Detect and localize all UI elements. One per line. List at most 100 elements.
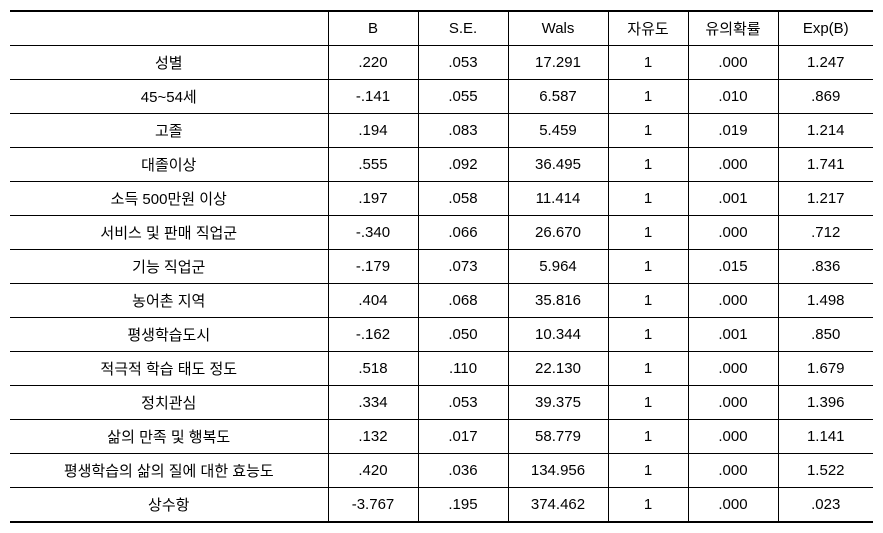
table-row: 평생학습도시-.162.05010.3441.001.850	[10, 318, 873, 352]
cell-b: .555	[328, 148, 418, 182]
cell-exp: 1.522	[778, 454, 873, 488]
cell-exp: 1.679	[778, 352, 873, 386]
table-row: 상수항-3.767.195374.4621.000.023	[10, 488, 873, 523]
cell-df: 1	[608, 250, 688, 284]
cell-exp: 1.217	[778, 182, 873, 216]
cell-sig: .000	[688, 386, 778, 420]
cell-b: .197	[328, 182, 418, 216]
cell-sig: .010	[688, 80, 778, 114]
table-row: 서비스 및 판매 직업군-.340.06626.6701.000.712	[10, 216, 873, 250]
cell-sig: .001	[688, 318, 778, 352]
cell-df: 1	[608, 148, 688, 182]
cell-se: .055	[418, 80, 508, 114]
cell-b: .404	[328, 284, 418, 318]
cell-label: 상수항	[10, 488, 328, 523]
table-row: 소득 500만원 이상.197.05811.4141.0011.217	[10, 182, 873, 216]
cell-exp: 1.498	[778, 284, 873, 318]
cell-sig: .000	[688, 454, 778, 488]
cell-exp: .850	[778, 318, 873, 352]
cell-wals: 17.291	[508, 46, 608, 80]
cell-label: 평생학습의 삶의 질에 대한 효능도	[10, 454, 328, 488]
cell-sig: .001	[688, 182, 778, 216]
cell-b: -.162	[328, 318, 418, 352]
cell-wals: 35.816	[508, 284, 608, 318]
cell-b: -3.767	[328, 488, 418, 523]
header-sig: 유의확률	[688, 11, 778, 46]
cell-label: 기능 직업군	[10, 250, 328, 284]
cell-wals: 6.587	[508, 80, 608, 114]
cell-se: .068	[418, 284, 508, 318]
cell-se: .110	[418, 352, 508, 386]
cell-se: .053	[418, 46, 508, 80]
cell-df: 1	[608, 420, 688, 454]
cell-exp: 1.396	[778, 386, 873, 420]
cell-label: 서비스 및 판매 직업군	[10, 216, 328, 250]
table-row: 농어촌 지역.404.06835.8161.0001.498	[10, 284, 873, 318]
cell-df: 1	[608, 46, 688, 80]
cell-sig: .000	[688, 216, 778, 250]
cell-se: .017	[418, 420, 508, 454]
cell-df: 1	[608, 80, 688, 114]
cell-se: .066	[418, 216, 508, 250]
cell-wals: 10.344	[508, 318, 608, 352]
cell-df: 1	[608, 488, 688, 523]
cell-sig: .000	[688, 352, 778, 386]
cell-sig: .000	[688, 420, 778, 454]
cell-df: 1	[608, 114, 688, 148]
cell-label: 평생학습도시	[10, 318, 328, 352]
cell-df: 1	[608, 182, 688, 216]
table-row: 성별.220.05317.2911.0001.247	[10, 46, 873, 80]
cell-exp: .869	[778, 80, 873, 114]
cell-se: .036	[418, 454, 508, 488]
cell-sig: .019	[688, 114, 778, 148]
cell-b: .220	[328, 46, 418, 80]
cell-wals: 36.495	[508, 148, 608, 182]
cell-b: -.179	[328, 250, 418, 284]
cell-df: 1	[608, 454, 688, 488]
table-row: 대졸이상.555.09236.4951.0001.741	[10, 148, 873, 182]
cell-b: -.141	[328, 80, 418, 114]
header-df: 자유도	[608, 11, 688, 46]
cell-label: 대졸이상	[10, 148, 328, 182]
table-row: 기능 직업군-.179.0735.9641.015.836	[10, 250, 873, 284]
cell-b: .132	[328, 420, 418, 454]
cell-b: .194	[328, 114, 418, 148]
cell-b: .518	[328, 352, 418, 386]
cell-df: 1	[608, 386, 688, 420]
table-row: 적극적 학습 태도 정도.518.11022.1301.0001.679	[10, 352, 873, 386]
table-body: 성별.220.05317.2911.0001.24745~54세-.141.05…	[10, 46, 873, 523]
cell-wals: 134.956	[508, 454, 608, 488]
cell-b: .334	[328, 386, 418, 420]
cell-sig: .015	[688, 250, 778, 284]
cell-exp: 1.141	[778, 420, 873, 454]
cell-se: .092	[418, 148, 508, 182]
cell-se: .050	[418, 318, 508, 352]
table-row: 45~54세-.141.0556.5871.010.869	[10, 80, 873, 114]
cell-b: -.340	[328, 216, 418, 250]
cell-label: 성별	[10, 46, 328, 80]
cell-se: .083	[418, 114, 508, 148]
cell-exp: .712	[778, 216, 873, 250]
header-exp: Exp(B)	[778, 11, 873, 46]
cell-label: 삶의 만족 및 행복도	[10, 420, 328, 454]
table-row: 삶의 만족 및 행복도.132.01758.7791.0001.141	[10, 420, 873, 454]
cell-wals: 5.459	[508, 114, 608, 148]
statistics-table: B S.E. Wals 자유도 유의확률 Exp(B) 성별.220.05317…	[10, 10, 873, 523]
cell-wals: 22.130	[508, 352, 608, 386]
cell-label: 정치관심	[10, 386, 328, 420]
cell-wals: 374.462	[508, 488, 608, 523]
cell-label: 고졸	[10, 114, 328, 148]
cell-df: 1	[608, 318, 688, 352]
cell-wals: 39.375	[508, 386, 608, 420]
cell-label: 45~54세	[10, 80, 328, 114]
cell-label: 적극적 학습 태도 정도	[10, 352, 328, 386]
header-b: B	[328, 11, 418, 46]
cell-df: 1	[608, 352, 688, 386]
cell-df: 1	[608, 284, 688, 318]
cell-sig: .000	[688, 284, 778, 318]
cell-exp: 1.247	[778, 46, 873, 80]
cell-se: .073	[418, 250, 508, 284]
table-header-row: B S.E. Wals 자유도 유의확률 Exp(B)	[10, 11, 873, 46]
cell-se: .195	[418, 488, 508, 523]
table-row: 고졸.194.0835.4591.0191.214	[10, 114, 873, 148]
